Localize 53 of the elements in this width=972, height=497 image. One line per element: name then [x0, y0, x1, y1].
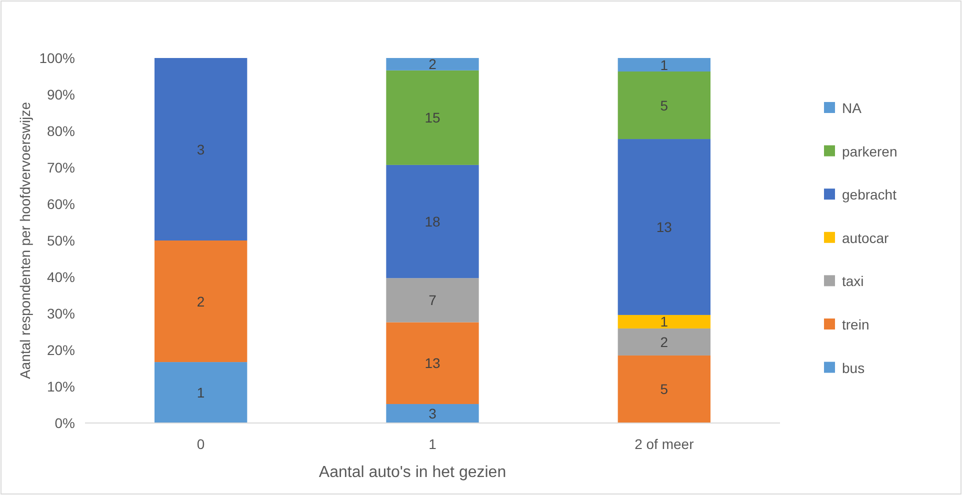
- bar: [154, 362, 248, 423]
- y-axis-title: Aantal respondenten per hoofdvervoerswijze: [17, 102, 33, 380]
- annotation: 1: [660, 56, 668, 73]
- bar: [386, 322, 479, 404]
- annotation: 2: [428, 56, 437, 72]
- bar: [618, 58, 710, 72]
- bar: [618, 328, 710, 356]
- annotation: 18: [424, 214, 440, 230]
- annotation: 2: [660, 334, 668, 350]
- bar: [386, 58, 479, 70]
- legend-label: bus: [842, 360, 865, 376]
- bar: [386, 404, 479, 423]
- annotation: 1: [196, 384, 205, 401]
- x-axis-title: Aantal auto's in het gezien: [318, 464, 506, 481]
- bar: [618, 139, 710, 315]
- annotation: 7: [428, 292, 437, 308]
- y-tick-label: 70%: [46, 160, 75, 176]
- x-tick-label: 2 of meer: [634, 436, 694, 452]
- y-tick-label: 30%: [46, 306, 75, 322]
- y-tick-label: 0%: [54, 415, 75, 431]
- annotation: 1: [660, 314, 668, 330]
- bar: [154, 58, 248, 240]
- bar: [386, 164, 479, 278]
- annotation: 15: [424, 110, 440, 126]
- bar: [618, 355, 710, 423]
- y-tick-label: 20%: [46, 342, 75, 358]
- annotation: 13: [656, 218, 672, 235]
- legend-label: taxi: [842, 273, 864, 290]
- y-tick-label: 10%: [46, 378, 75, 394]
- legend-label: parkeren: [842, 143, 898, 160]
- annotation: 2: [196, 293, 205, 310]
- y-tick-label: 80%: [46, 123, 75, 139]
- annotation: 5: [660, 97, 668, 114]
- annotation: 3: [428, 406, 437, 422]
- annotation: 13: [424, 355, 440, 372]
- y-tick-label: 40%: [46, 269, 75, 285]
- y-tick-label: 50%: [46, 232, 75, 248]
- legend-label: gebracht: [842, 186, 897, 203]
- y-tick-label: 90%: [46, 86, 75, 102]
- bar: [154, 240, 248, 362]
- y-tick-label: 60%: [46, 196, 75, 212]
- bar: [618, 72, 710, 140]
- y-tick-label: 100%: [39, 50, 75, 66]
- annotation: 5: [660, 381, 668, 398]
- legend-label: autocar: [842, 230, 890, 246]
- x-tick-label: 1: [428, 436, 437, 452]
- x-tick-label: 0: [196, 436, 205, 452]
- legend-label: NA: [842, 100, 862, 116]
- annotation: 3: [196, 141, 205, 158]
- legend-label: trein: [842, 316, 870, 332]
- bar: [386, 70, 479, 165]
- bar: [618, 314, 710, 328]
- bar: [386, 278, 479, 322]
